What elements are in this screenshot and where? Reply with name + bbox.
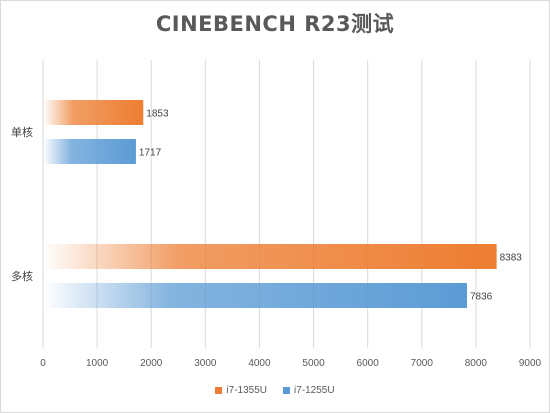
x-tick-label: 2000 <box>140 358 163 369</box>
data-label: 7836 <box>470 292 493 303</box>
bar-1-1 <box>43 100 144 125</box>
x-tick-label: 7000 <box>411 358 434 369</box>
x-tick-label: 3000 <box>194 358 217 369</box>
x-tick-label: 4000 <box>248 358 271 369</box>
legend-item-series-2: i7-1255U <box>283 385 335 396</box>
data-label: 1853 <box>146 109 169 120</box>
x-tick-label: 6000 <box>357 358 380 369</box>
data-label: 8383 <box>500 253 523 264</box>
x-tick-label: 8000 <box>465 358 488 369</box>
x-tick-label: 9000 <box>519 358 542 369</box>
legend-label-series-2: i7-1255U <box>294 385 335 396</box>
bar-1-2 <box>43 244 497 269</box>
legend-item-series-1: i7-1355U <box>215 385 267 396</box>
data-label: 1717 <box>139 148 162 159</box>
x-tick-label: 5000 <box>302 358 325 369</box>
bar-2-1 <box>43 139 136 164</box>
legend: i7-1355U i7-1255U <box>0 385 550 396</box>
x-tick-label: 0 <box>40 358 46 369</box>
legend-swatch-series-2 <box>283 387 290 394</box>
legend-swatch-series-1 <box>215 387 223 394</box>
bar-2-2 <box>43 283 468 308</box>
category-label: 单核 <box>11 125 33 139</box>
legend-label-series-1: i7-1355U <box>226 385 267 396</box>
chart-title: CINEBENCH R23测试 <box>155 12 395 36</box>
category-label: 多核 <box>11 269 33 283</box>
x-tick-label: 1000 <box>86 358 109 369</box>
